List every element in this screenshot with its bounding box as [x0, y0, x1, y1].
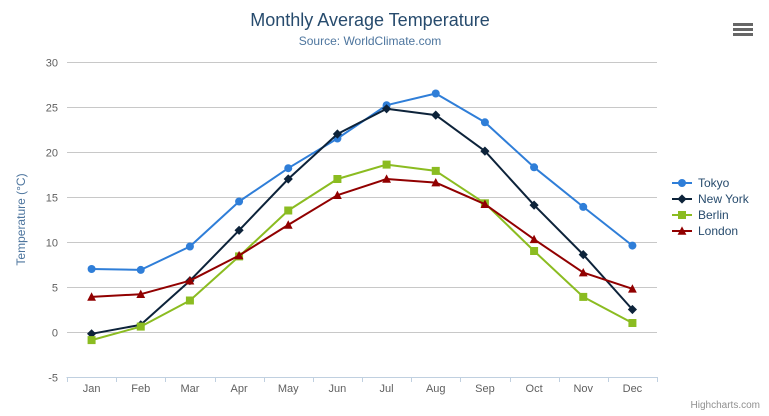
hamburger-icon[interactable] [730, 20, 756, 40]
data-point-new-york[interactable] [283, 174, 293, 184]
legend-label: New York [698, 192, 749, 206]
chart-legend: Tokyo New York Berlin London [671, 175, 749, 239]
chart-subtitle: Source: WorldClimate.com [298, 34, 442, 48]
data-point-london[interactable] [136, 289, 146, 298]
x-axis-tick-label: Oct [526, 383, 543, 395]
data-point-berlin[interactable] [382, 160, 391, 169]
data-point-new-york[interactable] [627, 304, 638, 315]
data-point-new-york[interactable] [431, 110, 441, 120]
legend-symbol [677, 226, 687, 235]
legend-marker-square-icon [672, 211, 692, 219]
data-point-berlin[interactable] [185, 296, 194, 305]
data-point-new-york[interactable] [578, 250, 588, 260]
page-title: Monthly Average Temperature [250, 10, 490, 30]
data-point-london[interactable] [431, 178, 441, 187]
data-point-tokyo[interactable] [284, 164, 293, 173]
x-axis-tick-label: Aug [426, 383, 446, 395]
data-point-new-york[interactable] [529, 200, 539, 210]
data-point-berlin[interactable] [136, 322, 145, 331]
data-point-london[interactable] [283, 220, 293, 229]
data-point-new-york[interactable] [86, 329, 97, 339]
series-line-new-york [90, 107, 634, 335]
y-axis-tick-label: 30 [46, 58, 58, 70]
data-point-new-york[interactable] [381, 104, 392, 114]
series-line-berlin [90, 163, 634, 342]
data-point-london[interactable] [480, 199, 490, 208]
hamburger-bar [733, 27, 753, 31]
data-point-tokyo[interactable] [628, 241, 637, 250]
data-point-berlin[interactable] [431, 166, 440, 175]
series-new-york [86, 104, 638, 339]
data-point-berlin[interactable] [530, 247, 539, 255]
data-point-new-york[interactable] [234, 225, 244, 235]
y-axis-tick-label: 5 [52, 283, 58, 295]
data-point-london[interactable] [234, 250, 244, 260]
y-axis-tick-label: 10 [46, 238, 58, 250]
series-line-tokyo [90, 92, 634, 271]
data-point-london[interactable] [578, 268, 588, 277]
data-point-tokyo[interactable] [136, 265, 145, 274]
legend-label: Tokyo [698, 176, 730, 190]
y-axis-tick-label: 0 [52, 328, 58, 340]
data-point-tokyo[interactable] [480, 118, 489, 127]
data-point-london[interactable] [333, 190, 342, 199]
legend-item-berlin[interactable]: Berlin [671, 207, 749, 223]
legend-item-new-york[interactable]: New York [671, 191, 749, 207]
y-axis-tick-label: 25 [46, 103, 58, 115]
x-axis-tick-label: Mar [180, 383, 199, 395]
x-axis-tick-label: Feb [131, 383, 150, 395]
data-point-london[interactable] [628, 284, 637, 293]
hamburger-bar [733, 22, 753, 26]
data-point-london[interactable] [185, 276, 195, 285]
legend-symbol [678, 211, 686, 219]
data-point-new-york[interactable] [480, 146, 490, 156]
x-axis-tick-label: Jan [83, 383, 101, 395]
series-tokyo [87, 89, 637, 274]
x-axis-tick-label: Sep [475, 383, 495, 395]
data-point-berlin[interactable] [628, 319, 637, 327]
series-line-london [90, 178, 634, 298]
legend-symbol [678, 179, 686, 187]
legend-marker-triangle-icon [672, 226, 692, 235]
x-axis-tick-label: Jun [329, 383, 347, 395]
x-axis-tick-label: Jul [380, 383, 394, 395]
data-point-tokyo[interactable] [530, 163, 539, 172]
data-point-london[interactable] [382, 174, 391, 183]
x-axis-tick-label: Apr [231, 383, 248, 395]
x-axis-tick-label: Nov [573, 383, 593, 395]
y-axis-tick-label: 15 [46, 193, 58, 205]
legend-item-tokyo[interactable]: Tokyo [671, 175, 749, 191]
credits-link[interactable]: Highcharts.com [690, 400, 760, 411]
data-point-berlin[interactable] [284, 206, 293, 215]
legend-symbol [677, 194, 687, 204]
data-point-london[interactable] [529, 234, 539, 244]
data-point-berlin[interactable] [333, 175, 342, 183]
data-point-berlin[interactable] [579, 292, 588, 301]
data-point-berlin[interactable] [87, 336, 96, 345]
data-point-tokyo[interactable] [431, 89, 440, 98]
legend-marker-diamond-icon [672, 194, 692, 204]
data-point-tokyo[interactable] [87, 265, 96, 273]
y-axis-tick-label: 20 [46, 148, 58, 160]
legend-label: Berlin [698, 208, 729, 222]
legend-item-london[interactable]: London [671, 223, 749, 239]
x-axis-tick-label: May [278, 383, 299, 395]
legend-marker-circle-icon [672, 179, 692, 187]
data-point-new-york[interactable] [332, 129, 343, 139]
y-axis-tick-label: -5 [48, 373, 58, 385]
data-point-tokyo[interactable] [579, 202, 588, 211]
y-axis-title: Temperature (°C) [14, 173, 28, 265]
legend-label: London [698, 224, 739, 238]
data-point-london[interactable] [87, 292, 96, 301]
data-point-tokyo[interactable] [235, 197, 244, 206]
x-axis-tick-label: Dec [623, 383, 643, 395]
data-point-tokyo[interactable] [185, 242, 194, 251]
hamburger-bar [733, 32, 753, 36]
series-london [87, 174, 637, 301]
